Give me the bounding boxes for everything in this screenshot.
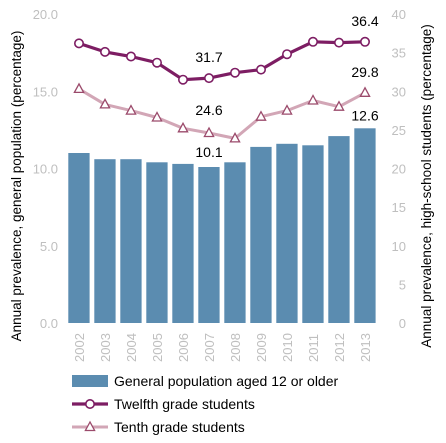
point-twelfth-2002: [74, 38, 85, 49]
legend-label-tenth: Tenth grade students: [114, 419, 245, 435]
x-tick-2006: 2006: [176, 333, 191, 362]
legend-label-general: General population aged 12 or older: [114, 373, 339, 389]
point-twelfth-2008: [230, 67, 241, 78]
y-right-tick: 40: [392, 7, 406, 22]
x-tick-2007: 2007: [202, 333, 217, 362]
bar-2005: [146, 162, 168, 323]
bar-2012: [328, 136, 350, 323]
point-tenth-2011: [307, 94, 319, 105]
bar-2010: [276, 143, 298, 323]
bar-2004: [120, 159, 142, 323]
legend: General population aged 12 or older Twelf…: [72, 373, 339, 435]
point-twelfth-2003: [100, 46, 111, 57]
point-twelfth-2009: [255, 64, 266, 75]
annotations-layer: 36.4 31.7 29.8 24.6 12.6 10.1: [195, 13, 378, 160]
point-tenth-2012: [333, 100, 345, 111]
x-tick-2010: 2010: [280, 333, 295, 362]
bar-2002: [68, 153, 90, 323]
point-tenth-2009: [255, 110, 267, 121]
point-twelfth-2004: [126, 51, 137, 62]
legend-marker-tenth: [84, 420, 96, 432]
bar-2009: [250, 146, 272, 323]
x-tick-2008: 2008: [228, 333, 243, 362]
x-tick-2005: 2005: [150, 333, 165, 362]
y-right-tick: 0: [399, 316, 406, 331]
point-tenth-2007: [203, 126, 215, 138]
point-twelfth-2013: [359, 36, 370, 47]
point-twelfth-2011: [307, 36, 318, 47]
y-right-tick: 25: [392, 123, 406, 138]
bar-2007: [198, 167, 220, 323]
lines-layer: [73, 36, 371, 143]
x-tick-2003: 2003: [98, 333, 113, 362]
y-left-tick: 15.0: [33, 84, 58, 99]
y-left-tick: 5.0: [40, 239, 58, 254]
data-label-24.6: 24.6: [195, 102, 222, 118]
point-tenth-2010: [281, 104, 293, 115]
ticks-layer: 0.0 5.0 10.0 15.0 20.0 0 5 10 15 20 25 30 35 40 2002 20…: [33, 7, 406, 362]
point-tenth-2008: [229, 132, 241, 143]
x-tick-2012: 2012: [332, 333, 347, 362]
y-right-tick: 35: [392, 46, 406, 61]
point-twelfth-2007: [204, 73, 215, 84]
y-right-tick: 30: [392, 84, 406, 99]
point-twelfth-2010: [281, 49, 292, 60]
bar-2008: [224, 162, 246, 323]
x-tick-2011: 2011: [306, 334, 321, 362]
point-tenth-2002: [73, 82, 85, 94]
data-label-31.7: 31.7: [195, 49, 222, 65]
y-right-tick: 5: [399, 277, 406, 292]
legend-marker-twelfth: [85, 398, 96, 409]
line-tenth: [78, 87, 366, 140]
bar-2006: [172, 163, 194, 323]
y-left-tick: 10.0: [33, 162, 58, 177]
bar-2003: [94, 159, 116, 323]
y-axis-right-title: Annual prevalence, high-school students …: [419, 24, 434, 347]
bar-2011: [302, 145, 324, 323]
data-label-10.1: 10.1: [195, 144, 222, 160]
point-tenth-2004: [125, 104, 137, 115]
point-tenth-2005: [151, 111, 163, 122]
data-label-29.8: 29.8: [351, 64, 378, 80]
x-tick-2013: 2013: [358, 333, 373, 362]
y-right-tick: 15: [392, 200, 406, 215]
legend-label-twelfth: Twelfth grade students: [114, 396, 255, 412]
point-twelfth-2005: [152, 57, 163, 68]
x-tick-2002: 2002: [72, 333, 87, 362]
point-tenth-2013: [359, 86, 371, 97]
x-tick-2009: 2009: [254, 333, 269, 362]
data-label-12.6: 12.6: [351, 107, 378, 123]
y-axis-left-title: Annual prevalence, general population (p…: [9, 31, 24, 342]
y-left-tick: 0.0: [40, 316, 58, 331]
point-twelfth-2006: [178, 74, 189, 85]
y-left-tick: 20.0: [33, 7, 58, 22]
bars-layer: [68, 128, 376, 323]
point-tenth-2006: [177, 121, 189, 133]
y-right-tick: 10: [392, 239, 406, 254]
point-twelfth-2012: [333, 37, 344, 48]
y-right-tick: 20: [392, 162, 406, 177]
point-tenth-2003: [99, 98, 111, 109]
data-label-36.4: 36.4: [351, 13, 378, 29]
legend-swatch-general: [72, 375, 108, 387]
x-tick-2004: 2004: [124, 333, 139, 362]
bar-2013: [354, 128, 376, 323]
